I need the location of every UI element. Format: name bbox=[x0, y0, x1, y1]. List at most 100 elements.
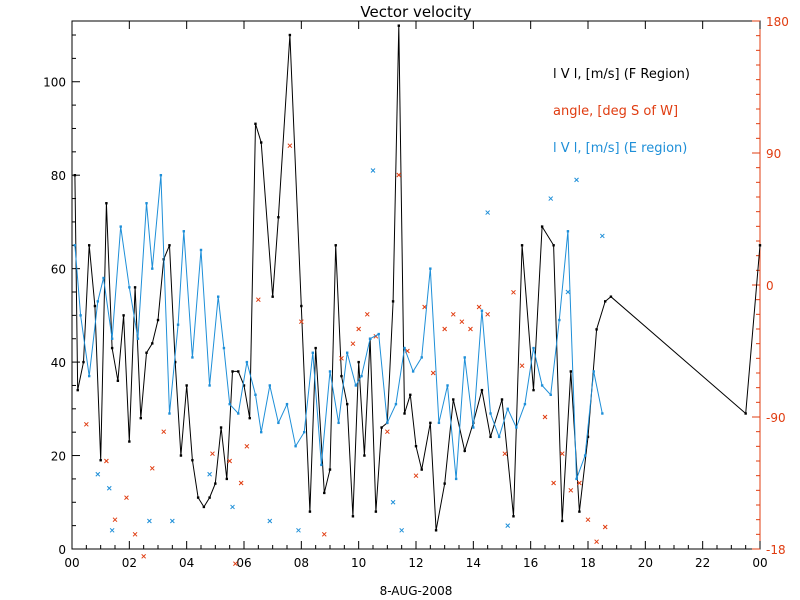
series-point-0 bbox=[323, 491, 326, 495]
series-point-0 bbox=[82, 360, 85, 364]
y-tick-label: 80 bbox=[51, 169, 66, 183]
series-marker-1 bbox=[577, 480, 582, 486]
series-point-2 bbox=[549, 393, 552, 397]
series-point-2 bbox=[285, 402, 289, 406]
series-marker-1 bbox=[161, 429, 167, 435]
series-point-0 bbox=[578, 510, 581, 513]
series-marker-1 bbox=[602, 524, 608, 530]
series-point-2 bbox=[176, 323, 180, 326]
series-marker-1 bbox=[356, 326, 362, 332]
series-point-0 bbox=[248, 416, 251, 420]
series-point-2 bbox=[601, 412, 604, 415]
plot-frame bbox=[71, 20, 761, 550]
series-point-0 bbox=[434, 529, 438, 532]
series-point-0 bbox=[191, 459, 194, 462]
series-point-2 bbox=[96, 300, 99, 303]
series-point-0 bbox=[242, 384, 246, 387]
series-point-2 bbox=[128, 286, 131, 289]
series-point-0 bbox=[429, 421, 432, 425]
series-point-2 bbox=[88, 374, 91, 378]
chart-title: Vector velocity bbox=[360, 3, 471, 21]
series-marker-1 bbox=[244, 443, 250, 449]
x-tick-label: 00 bbox=[64, 556, 79, 570]
scatter-marker bbox=[95, 471, 101, 477]
series-point-0 bbox=[595, 328, 598, 331]
series-point-0 bbox=[452, 398, 455, 401]
series-point-0 bbox=[409, 393, 412, 397]
series-point-0 bbox=[328, 468, 332, 471]
series-marker-1 bbox=[321, 531, 327, 537]
series-point-0 bbox=[202, 505, 206, 509]
series-point-0 bbox=[174, 360, 177, 364]
series-point-0 bbox=[76, 388, 79, 392]
series-point-0 bbox=[403, 412, 406, 415]
series-point-2 bbox=[73, 244, 77, 247]
series-marker-1 bbox=[559, 451, 565, 457]
y2-tick-label: -18 bbox=[766, 543, 786, 557]
series-point-2 bbox=[420, 356, 423, 359]
series-point-2 bbox=[102, 276, 105, 280]
series-marker-1 bbox=[83, 421, 89, 427]
series-point-0 bbox=[500, 398, 504, 401]
y-tick-label: 100 bbox=[43, 76, 66, 90]
series-marker-1 bbox=[585, 517, 591, 523]
series-point-0 bbox=[520, 244, 524, 247]
x-tick-label: 04 bbox=[179, 556, 194, 570]
x-tick-label: 16 bbox=[523, 556, 538, 570]
series-point-2 bbox=[119, 225, 122, 228]
series-point-0 bbox=[512, 515, 515, 518]
series-point-0 bbox=[122, 314, 125, 317]
series-point-0 bbox=[758, 244, 762, 247]
x-axis-ticks: 00 02 04 06 08 10 12 14 16 18 20 22 00 bbox=[64, 21, 768, 570]
scatter-marker bbox=[548, 196, 554, 201]
series-point-0 bbox=[277, 216, 280, 219]
series-marker-1 bbox=[594, 539, 599, 545]
series-point-2 bbox=[463, 356, 466, 359]
y2-tick-label: -90 bbox=[766, 411, 786, 425]
x-tick-label: 12 bbox=[408, 556, 423, 570]
y2-tick-label: 90 bbox=[766, 147, 781, 161]
series-line-0 bbox=[74, 25, 761, 531]
scatter-marker bbox=[106, 485, 112, 491]
series-point-2 bbox=[245, 360, 249, 364]
scatter-marker bbox=[109, 527, 115, 533]
series-point-0 bbox=[128, 440, 131, 443]
series-point-2 bbox=[368, 337, 372, 340]
series-point-2 bbox=[159, 173, 163, 177]
series-point-2 bbox=[136, 337, 140, 340]
series-point-2 bbox=[191, 356, 194, 359]
x-tick-label: 14 bbox=[466, 556, 481, 570]
series-point-2 bbox=[151, 267, 154, 270]
x-axis-label: 8-AUG-2008 bbox=[380, 584, 453, 598]
series-point-2 bbox=[454, 477, 458, 481]
series-point-0 bbox=[73, 173, 77, 177]
series-marker-1 bbox=[141, 553, 147, 559]
series-point-0 bbox=[561, 519, 564, 523]
scatter-marker bbox=[485, 210, 491, 215]
series-marker-1 bbox=[112, 517, 118, 523]
series-point-2 bbox=[515, 426, 518, 429]
scatter-marker bbox=[370, 168, 376, 173]
series-point-0 bbox=[300, 304, 303, 308]
x-tick-label: 20 bbox=[638, 556, 653, 570]
series-point-0 bbox=[168, 244, 171, 247]
series-marker-1 bbox=[502, 451, 508, 457]
series-point-0 bbox=[609, 295, 613, 298]
y-tick-label: 60 bbox=[51, 263, 66, 277]
series-point-0 bbox=[231, 370, 234, 373]
series-point-0 bbox=[380, 426, 383, 429]
series-point-0 bbox=[357, 360, 360, 364]
series-point-0 bbox=[420, 468, 423, 471]
series-point-2 bbox=[260, 430, 263, 434]
series-point-2 bbox=[489, 412, 492, 415]
series-point-2 bbox=[575, 477, 578, 481]
series-point-0 bbox=[414, 445, 418, 448]
series-point-0 bbox=[260, 141, 263, 144]
series-point-0 bbox=[397, 24, 400, 27]
series-point-0 bbox=[604, 300, 607, 303]
series-marker-1 bbox=[396, 172, 402, 178]
series-marker-1 bbox=[104, 458, 109, 464]
x-tick-label: 10 bbox=[351, 556, 366, 570]
series-marker-1 bbox=[442, 326, 448, 332]
series-point-2 bbox=[403, 346, 406, 350]
